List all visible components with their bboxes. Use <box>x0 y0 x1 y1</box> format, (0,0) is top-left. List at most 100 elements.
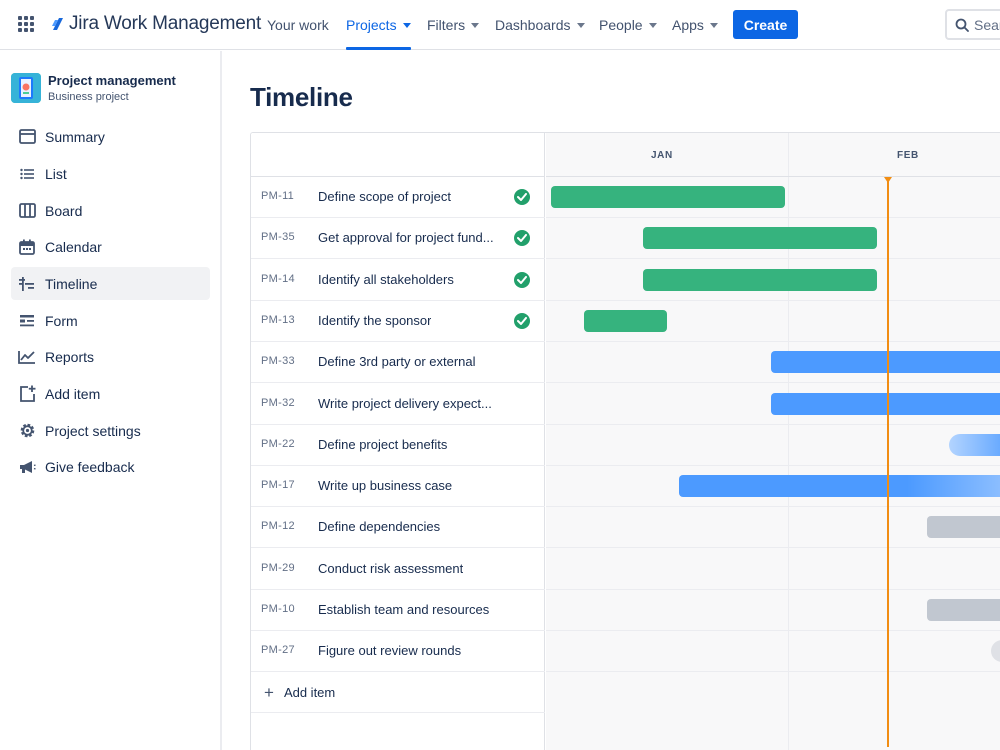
issue-summary[interactable]: Get approval for project fund... <box>318 230 494 245</box>
sidebar-item-give-feedback[interactable]: Give feedback <box>11 450 210 483</box>
issue-key[interactable]: PM-17 <box>261 479 295 491</box>
nav-projects[interactable]: Projects <box>346 0 411 50</box>
issue-summary[interactable]: Conduct risk assessment <box>318 561 464 576</box>
timeline-row <box>546 590 1000 631</box>
nav-apps[interactable]: Apps <box>672 0 718 50</box>
nav-dashboards[interactable]: Dashboards <box>495 0 585 50</box>
issue-summary[interactable]: Identify all stakeholders <box>318 272 454 287</box>
timeline-row <box>546 177 1000 218</box>
sidebar-item-label: Give feedback <box>45 458 135 475</box>
issue-key[interactable]: PM-33 <box>261 355 295 367</box>
done-check-icon <box>514 189 530 205</box>
timeline-view: JAN FEB PM-11 Define scope of project PM-3… <box>250 132 1000 750</box>
sidebar-item-label: Calendar <box>45 238 102 255</box>
sidebar-item-reports[interactable]: Reports <box>11 340 210 373</box>
sidebar-item-board[interactable]: Board <box>11 194 210 227</box>
timeline-bar[interactable] <box>927 599 1000 621</box>
timeline-bar[interactable] <box>643 269 877 291</box>
project-header[interactable]: Project management Business project <box>11 73 211 105</box>
issue-summary[interactable]: Define project benefits <box>318 437 448 452</box>
issue-row[interactable]: PM-17 Write up business case <box>251 466 545 507</box>
issue-row[interactable]: PM-10 Establish team and resources <box>251 590 545 631</box>
product-name: Jira Work Management <box>69 13 262 34</box>
issue-key[interactable]: PM-10 <box>261 603 295 615</box>
nav-filters[interactable]: Filters <box>427 0 480 50</box>
issue-summary[interactable]: Define scope of project <box>318 189 451 204</box>
timeline-bar[interactable] <box>679 475 1000 497</box>
issue-row[interactable]: PM-14 Identify all stakeholders <box>251 260 545 301</box>
form-icon <box>18 312 36 330</box>
project-type: Business project <box>48 91 129 103</box>
timeline-row <box>546 425 1000 466</box>
issue-key[interactable]: PM-32 <box>261 397 295 409</box>
product-logo[interactable]: Jira Work Management <box>50 12 261 36</box>
issue-summary[interactable]: Define dependencies <box>318 519 441 534</box>
nav-label: Your work <box>267 17 329 33</box>
sidebar-item-calendar[interactable]: Calendar <box>11 230 210 263</box>
issue-summary[interactable]: Write up business case <box>318 478 453 493</box>
timeline-bar[interactable] <box>991 640 1000 662</box>
issue-row[interactable]: PM-27 Figure out review rounds <box>251 631 545 672</box>
issue-summary[interactable]: Define 3rd party or external <box>318 354 476 369</box>
done-check-icon <box>514 230 530 246</box>
issue-row[interactable]: PM-13 Identify the sponsor <box>251 301 545 342</box>
issue-row[interactable]: PM-32 Write project delivery expect... <box>251 384 545 425</box>
jira-logo-icon <box>52 18 63 30</box>
nav-label: People <box>599 17 643 33</box>
sidebar-item-label: Add item <box>45 385 101 402</box>
chevron-down-icon <box>648 22 657 28</box>
calendar-icon <box>18 238 36 256</box>
issue-key[interactable]: PM-13 <box>261 314 295 326</box>
issue-row[interactable]: PM-29 Conduct risk assessment <box>251 549 545 590</box>
timeline-row <box>546 631 1000 672</box>
page-title: Timeline <box>250 82 353 112</box>
add-item-icon <box>18 385 36 403</box>
timeline-bar[interactable] <box>771 351 1000 373</box>
issue-row[interactable]: PM-35 Get approval for project fund... <box>251 218 545 259</box>
sidebar-item-timeline[interactable]: Timeline <box>11 267 210 300</box>
issue-key[interactable]: PM-35 <box>261 231 295 243</box>
summary-icon <box>18 128 36 146</box>
app-switcher-icon[interactable] <box>18 16 34 32</box>
timeline-bar[interactable] <box>927 516 1000 538</box>
sidebar-item-add-item[interactable]: Add item <box>11 377 210 410</box>
issue-summary[interactable]: Write project delivery expect... <box>318 396 492 411</box>
today-marker <box>887 177 889 747</box>
create-button[interactable]: Create <box>733 10 798 39</box>
gear-icon <box>18 422 36 440</box>
sidebar-item-label: Timeline <box>45 275 98 292</box>
issue-key[interactable]: PM-22 <box>261 438 295 450</box>
issue-summary[interactable]: Identify the sponsor <box>318 313 432 328</box>
timeline-row <box>546 301 1000 342</box>
issue-summary[interactable]: Figure out review rounds <box>318 643 462 658</box>
issue-row[interactable]: PM-33 Define 3rd party or external <box>251 342 545 383</box>
issue-key[interactable]: PM-14 <box>261 273 295 285</box>
timeline-bar[interactable] <box>551 186 785 208</box>
timeline-bar[interactable] <box>643 227 877 249</box>
issue-summary[interactable]: Establish team and resources <box>318 602 490 617</box>
project-avatar <box>11 73 41 103</box>
project-name: Project management <box>48 73 176 88</box>
timeline-bar[interactable] <box>771 393 1000 415</box>
add-item-button[interactable]: + Add item <box>251 672 545 713</box>
sidebar-item-form[interactable]: Form <box>11 304 210 337</box>
nav-your-work[interactable]: Your work <box>267 0 329 50</box>
issue-key[interactable]: PM-27 <box>261 644 295 656</box>
sidebar-item-label: Form <box>45 312 78 329</box>
sidebar-item-list[interactable]: List <box>11 157 210 190</box>
issue-key[interactable]: PM-29 <box>261 562 295 574</box>
search-input[interactable]: Sear <box>945 9 1000 40</box>
issue-row[interactable]: PM-22 Define project benefits <box>251 425 545 466</box>
issue-row[interactable]: PM-12 Define dependencies <box>251 507 545 548</box>
sidebar-item-project-settings[interactable]: Project settings <box>11 414 210 447</box>
sidebar-item-summary[interactable]: Summary <box>11 120 210 153</box>
nav-people[interactable]: People <box>599 0 657 50</box>
project-sidebar: Project management Business project Summ… <box>0 51 222 750</box>
timeline-bar[interactable] <box>949 434 1000 456</box>
nav-label: Projects <box>346 17 397 33</box>
issue-key[interactable]: PM-11 <box>261 190 295 202</box>
top-navigation: Jira Work Management Your work Projects … <box>0 0 1000 50</box>
timeline-bar[interactable] <box>584 310 667 332</box>
issue-key[interactable]: PM-12 <box>261 520 295 532</box>
issue-row[interactable]: PM-11 Define scope of project <box>251 177 545 218</box>
